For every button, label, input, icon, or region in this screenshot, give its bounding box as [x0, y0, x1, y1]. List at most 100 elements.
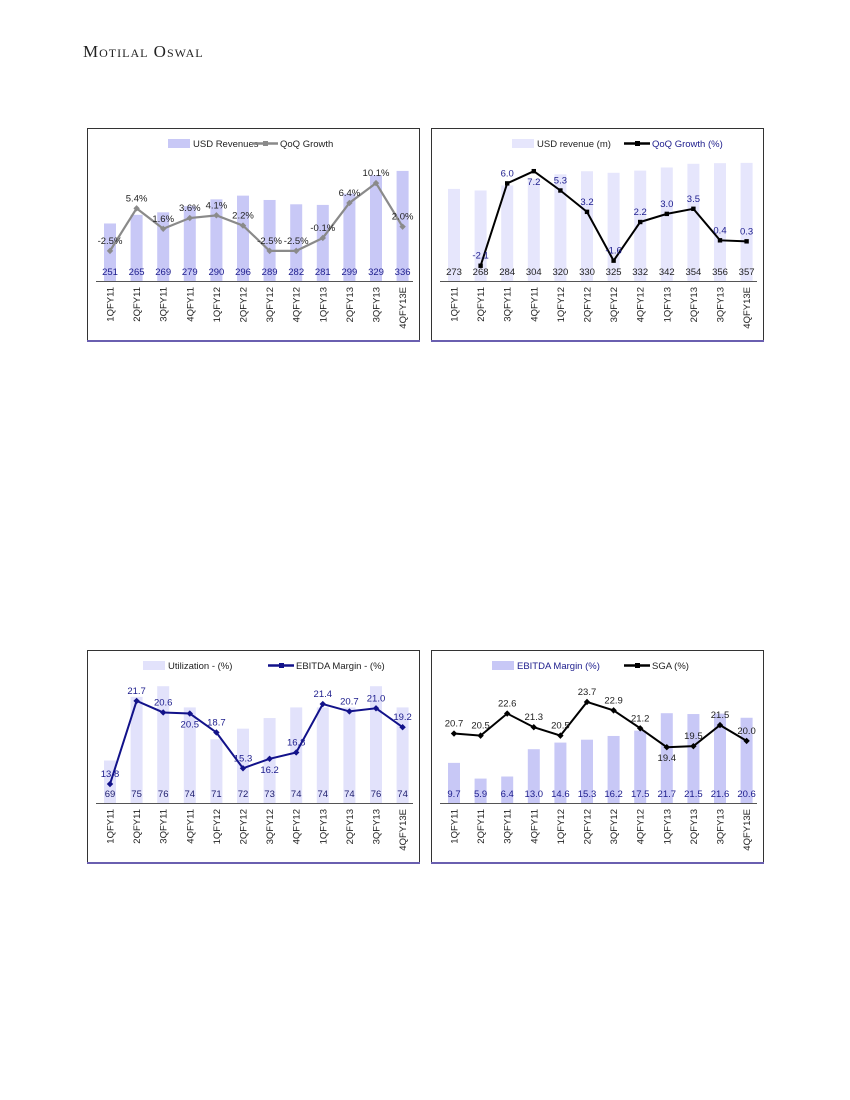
line-point — [399, 223, 406, 230]
line-value-label: 16.8 — [287, 737, 306, 748]
line-value-label: 7.2 — [527, 177, 540, 188]
line-point — [450, 730, 458, 737]
bar-4QFY13E — [396, 707, 409, 803]
line-value-label: 20.6 — [154, 697, 173, 708]
bar-value-label: 269 — [155, 267, 171, 278]
line-point — [717, 238, 723, 243]
line-point — [160, 225, 167, 233]
x-tick-label: 1QFY12 — [556, 287, 567, 322]
bar-2QFY12 — [581, 171, 593, 281]
line-point — [584, 209, 590, 215]
x-tick-label: 2QFY13 — [689, 287, 700, 322]
line-point — [477, 732, 484, 739]
usd-revenue-qoq-chart: USD revenue (m) QoQ Growth (%) 273 268 284 30… — [431, 128, 764, 342]
bar-3QFY11 — [157, 686, 170, 803]
bar-value-label: 342 — [659, 267, 675, 278]
bar-1QFY13 — [660, 167, 673, 281]
bar-value-label: 304 — [526, 267, 542, 278]
line-value-label: 6.0 — [501, 168, 514, 179]
x-tick-label: 3QFY13 — [372, 809, 383, 844]
line-point — [531, 168, 536, 174]
bar-value-label: 268 — [473, 267, 489, 278]
bar-1QFY13 — [316, 707, 329, 803]
line-point — [690, 742, 697, 750]
bar-value-label: 75 — [131, 789, 142, 800]
bar-value-label: 6.4 — [501, 789, 514, 800]
bar-value-label: 17.5 — [631, 789, 650, 800]
x-tick-label: 2QFY12 — [239, 809, 250, 844]
line-point — [558, 188, 563, 193]
bar-value-label: 330 — [579, 267, 595, 278]
line-value-label: -2.5% — [284, 236, 309, 247]
line-point — [744, 239, 749, 244]
chart-legend: USD revenue (m) QoQ Growth (%) — [512, 139, 723, 150]
line-point — [346, 199, 353, 207]
bar-value-label: 332 — [632, 267, 648, 278]
bar-2QFY13 — [687, 163, 700, 281]
x-tick-label: 4QFY11 — [529, 809, 540, 844]
bar-2QFY11 — [474, 778, 487, 803]
line-value-label: 20.0 — [737, 726, 756, 737]
line-value-label: 2.2% — [232, 211, 254, 222]
line-value-label: 23.7 — [578, 687, 597, 698]
bar-3QFY11 — [501, 776, 514, 803]
line-value-label: 19.2 — [393, 712, 412, 723]
bar-4QFY12 — [634, 170, 647, 281]
line-point — [106, 780, 114, 788]
bar-value-label: 15.3 — [578, 789, 597, 800]
legend-line-label: QoQ Growth — [280, 139, 333, 150]
x-tick-label: 4QFY11 — [529, 287, 540, 322]
x-tick-label: 2QFY11 — [476, 809, 487, 844]
bar-4QFY11 — [183, 206, 196, 281]
bar-2QFY12 — [237, 195, 249, 281]
x-tick-label: 2QFY11 — [476, 287, 487, 322]
legend-line-marker — [635, 663, 640, 668]
bar-1QFY12 — [210, 199, 223, 281]
line-value-label: 1.6% — [152, 214, 174, 225]
line-point — [611, 258, 616, 263]
bar-3QFY13 — [370, 175, 382, 281]
bar-value-label: 21.6 — [711, 789, 730, 800]
line-value-label: 20.7 — [445, 719, 464, 730]
bar-value-label: 9.7 — [447, 789, 460, 800]
legend-line-label: QoQ Growth (%) — [652, 139, 723, 150]
bar-2QFY13 — [687, 714, 700, 803]
usd-revenue-growth-chart: USD Revenues QoQ Growth 251 265 269 279 290 296… — [87, 128, 420, 342]
line-value-label: 19.4 — [658, 753, 677, 764]
bar-value-label: 74 — [344, 789, 355, 800]
bar-value-label: 329 — [368, 267, 384, 278]
x-tick-label: 4QFY12 — [636, 809, 647, 844]
bar-1QFY11 — [448, 762, 460, 803]
bar-value-label: 13.0 — [525, 789, 544, 800]
legend-line-marker — [263, 141, 268, 146]
bar-value-label: 76 — [371, 789, 382, 800]
bar-value-label: 279 — [182, 267, 198, 278]
legend-bar-swatch — [168, 139, 190, 148]
bar-value-label: 265 — [129, 267, 145, 278]
x-tick-label: 4QFY11 — [185, 809, 196, 844]
x-tick-label: 1QFY12 — [556, 809, 567, 844]
bar-value-label: 16.2 — [604, 789, 623, 800]
line-value-label: 5.3 — [554, 175, 567, 186]
bar-value-label: 320 — [552, 267, 568, 278]
line-point — [106, 247, 114, 255]
bar-value-label: 74 — [397, 789, 408, 800]
chart-svg: EBITDA Margin (%) SGA (%) 9.7 5.9 6.4 13.0 14.… — [440, 661, 757, 851]
line-value-label: 10.1% — [363, 168, 390, 179]
line-value-label: 2.2 — [634, 207, 647, 218]
line-point — [583, 698, 591, 706]
x-tick-label: 2QFY13 — [345, 287, 356, 322]
line-value-label: 3.2 — [580, 197, 593, 208]
legend-bar-swatch — [143, 661, 165, 670]
line-value-label: 21.0 — [367, 693, 386, 704]
bar-value-label: 336 — [395, 267, 411, 278]
bar-value-label: 284 — [499, 267, 515, 278]
line-value-label: 20.5 — [471, 721, 490, 732]
bar-value-label: 5.9 — [474, 789, 487, 800]
ebitda-sga-chart: EBITDA Margin (%) SGA (%) 9.7 5.9 6.4 13.0 14.… — [431, 650, 764, 864]
x-tick-label: 2QFY13 — [689, 809, 700, 844]
x-tick-label: 3QFY11 — [503, 287, 514, 322]
x-tick-label: 2QFY13 — [345, 809, 356, 844]
line-point — [266, 247, 273, 255]
bar-3QFY12 — [607, 735, 620, 803]
